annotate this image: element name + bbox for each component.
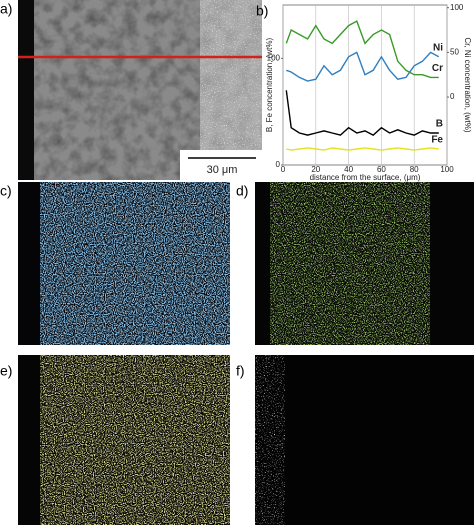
y-tick-label: 100 [267, 53, 281, 62]
x-axis-label: distance from the surface, (μm) [310, 173, 421, 182]
map-f-texture [255, 355, 285, 525]
y2-axis-label: Cr, Ni concentration, (wt%) [463, 37, 472, 132]
series-line [285, 90, 439, 136]
x-tick-label: 40 [344, 165, 353, 174]
series-label: Cr [432, 63, 443, 74]
x-tick-label: 80 [410, 165, 419, 174]
panel-label: f) [236, 363, 245, 379]
panel-label: c) [0, 183, 12, 199]
series-label: Ni [433, 42, 443, 53]
scale-box [180, 150, 262, 180]
map-d-texture [270, 182, 430, 345]
plot-frame [282, 4, 448, 166]
panel-label: d) [236, 183, 248, 199]
x-tick-label: 20 [311, 165, 320, 174]
map-f [255, 355, 474, 525]
panel-label: a) [0, 1, 12, 17]
series-label: B [436, 119, 443, 130]
y2-tick-label: 100 [450, 3, 464, 12]
y2-tick-label: 50 [450, 47, 459, 56]
series-line [286, 147, 439, 151]
y2-tick-label: 0 [450, 92, 455, 101]
x-tick-label: 60 [377, 165, 386, 174]
x-tick-label: 0 [281, 165, 286, 174]
map-e-texture [40, 355, 230, 525]
x-tick-label: 100 [440, 165, 454, 174]
scale-label: 30 μm [207, 164, 238, 176]
series-line [286, 51, 440, 82]
sem-edge [18, 0, 34, 180]
y-tick-label: 0 [276, 160, 281, 169]
series-line [285, 20, 439, 79]
y-axis-label: B, Fe concentration, (wt%) [265, 38, 274, 133]
series-label: Fe [431, 135, 443, 146]
map-c-texture [40, 182, 230, 345]
panel-label: b) [256, 3, 268, 19]
panel-label: e) [0, 363, 12, 379]
